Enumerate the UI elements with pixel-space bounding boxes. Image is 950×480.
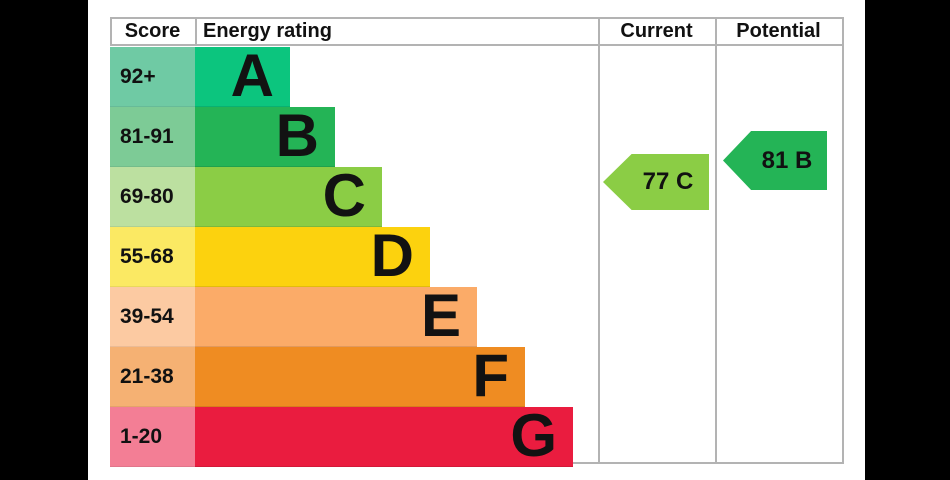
band-bar: G (195, 402, 573, 469)
band-bar: A (195, 42, 290, 109)
band-letter: G (510, 402, 557, 469)
band-bar: C (195, 162, 382, 229)
potential-column-divider (715, 17, 717, 464)
band-bar: D (195, 222, 430, 289)
table-right-border (842, 17, 844, 464)
band-row: 1-20 G (110, 402, 842, 469)
header-left-border (110, 17, 112, 46)
band-score-cell: 1-20 (110, 407, 195, 467)
band-letter: D (370, 222, 414, 289)
band-letter: C (322, 162, 366, 229)
band-score-cell: 69-80 (110, 167, 195, 227)
column-header-potential: Potential (736, 19, 821, 42)
potential-rating-label: 81 B (761, 146, 813, 174)
score-rating-divider (195, 17, 197, 46)
band-letter: B (275, 102, 319, 169)
band-row: 39-54 E (110, 282, 842, 349)
band-row: 55-68 D (110, 222, 842, 289)
band-row: 92+ A (110, 42, 842, 109)
energy-bands: 92+ A 81-91 B 69-80 C 55-68 D 39-54 E 21… (110, 42, 842, 467)
band-bar: B (195, 102, 335, 169)
band-score-cell: 39-54 (110, 287, 195, 347)
band-letter: A (230, 42, 274, 109)
column-header-current: Current (620, 19, 693, 42)
band-bar: F (195, 342, 525, 409)
band-score-cell: 21-38 (110, 347, 195, 407)
current-column-divider (598, 17, 600, 464)
header-bottom-border (110, 44, 842, 46)
band-score-cell: 92+ (110, 47, 195, 107)
band-letter: E (420, 282, 461, 349)
table-top-border (110, 17, 842, 19)
band-letter: F (472, 342, 509, 409)
column-header-energy-rating: Energy rating (203, 19, 332, 42)
column-header-score: Score (124, 19, 181, 42)
band-score-cell: 81-91 (110, 107, 195, 167)
potential-rating-arrow: 81 B (723, 131, 827, 190)
band-bar: E (195, 282, 477, 349)
band-row: 69-80 C (110, 162, 842, 229)
band-score-cell: 55-68 (110, 227, 195, 287)
current-rating-label: 77 C (642, 168, 694, 195)
band-row: 81-91 B (110, 102, 842, 169)
band-row: 21-38 F (110, 342, 842, 409)
epc-chart-panel: Score Energy rating Current Potential 92… (88, 0, 865, 480)
